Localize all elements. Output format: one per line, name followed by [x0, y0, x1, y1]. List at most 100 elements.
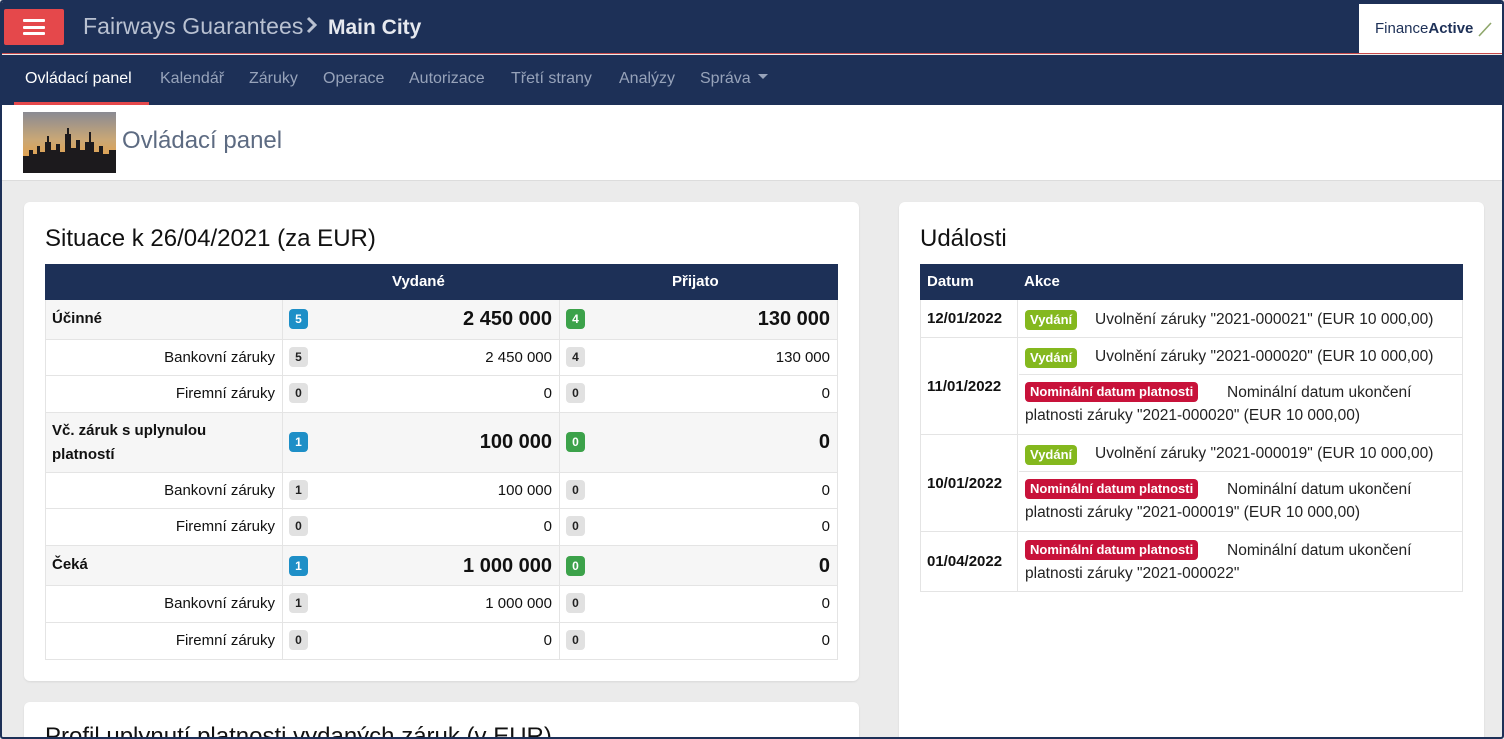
- table-row[interactable]: Účinné 5 2 450 000 4 130 000: [45, 300, 838, 340]
- count-badge: 0: [566, 630, 585, 650]
- event-text: Nominální datum ukončení: [1227, 542, 1412, 559]
- event-badge: Vydání: [1025, 310, 1078, 330]
- situation-title: Situace k 26/04/2021 (za EUR): [45, 225, 376, 252]
- chevron-right-icon: [306, 16, 318, 34]
- count-badge: 0: [289, 516, 308, 536]
- count-badge: 1: [289, 556, 308, 576]
- event-text: Uvolnění záruky "2021-000020" (EUR 10 00…: [1095, 348, 1434, 365]
- event-badge: Vydání: [1025, 445, 1078, 465]
- caret-down-icon: [757, 74, 768, 80]
- amount-value: 100 000: [497, 482, 552, 499]
- table-row[interactable]: Čeká 1 1 000 000 0 0: [45, 546, 838, 586]
- event-item[interactable]: Vydání Uvolnění záruky "2021-000019" (EU…: [1019, 435, 1462, 472]
- amount-value: 1 000 000: [463, 555, 552, 577]
- count-badge: 1: [289, 480, 308, 500]
- event-item[interactable]: Nominální datum platnosti Nominální datu…: [1019, 375, 1462, 434]
- nav-analyses[interactable]: Analýzy: [619, 70, 676, 87]
- amount-value: 100 000: [479, 431, 552, 453]
- amount-value: 0: [543, 518, 552, 535]
- table-row[interactable]: Firemní záruky 0 0 0 0: [45, 509, 838, 546]
- event-badge: Vydání: [1025, 348, 1078, 368]
- event-text-continued: platnosti záruky "2021-000019" (EUR 10 0…: [1025, 504, 1360, 521]
- event-date: 11/01/2022: [921, 338, 1018, 434]
- event-item[interactable]: Vydání Uvolnění záruky "2021-000021" (EU…: [1019, 300, 1462, 337]
- events-table-header: Datum Akce: [920, 264, 1463, 300]
- nav-guarantees[interactable]: Záruky: [249, 70, 298, 87]
- amount-value: 1 000 000: [485, 595, 552, 612]
- events-table: Datum Akce 12/01/2022 Vydání Uvolnění zá…: [920, 264, 1463, 592]
- nav-dashboard[interactable]: Ovládací panel: [25, 70, 132, 87]
- event-group: 01/04/2022 Nominální datum platnosti Nom…: [920, 532, 1463, 592]
- page-header: Ovládací panel: [2, 105, 1502, 181]
- amount-value: 0: [818, 431, 830, 453]
- amount-value: 0: [543, 632, 552, 649]
- count-badge: 0: [566, 556, 585, 576]
- profile-title: Profil uplynutí platnosti vydaných záruk…: [45, 723, 552, 739]
- table-row[interactable]: Bankovní záruky 1 1 000 000 0 0: [45, 586, 838, 623]
- nav-administration[interactable]: Správa: [700, 55, 768, 105]
- nav-calendar[interactable]: Kalendář: [160, 70, 225, 87]
- financeactive-logo: FinanceActive: [1359, 4, 1502, 53]
- event-group: 11/01/2022 Vydání Uvolnění záruky "2021-…: [920, 338, 1463, 435]
- table-row[interactable]: Firemní záruky 0 0 0 0: [45, 623, 838, 660]
- amount-value: 0: [543, 385, 552, 402]
- header-issued: Vydané: [392, 273, 445, 290]
- row-label: Čeká: [52, 556, 88, 573]
- event-text-continued: platnosti záruky "2021-000020" (EUR 10 0…: [1025, 407, 1360, 424]
- events-title: Události: [920, 225, 1007, 252]
- event-date: 01/04/2022: [921, 532, 1018, 591]
- nav-third-parties[interactable]: Třetí strany: [511, 70, 592, 87]
- row-label: Firemní záruky: [175, 385, 275, 402]
- amount-value: 2 450 000: [463, 308, 552, 330]
- event-badge: Nominální datum platnosti: [1025, 479, 1199, 499]
- row-label: Bankovní záruky: [164, 349, 275, 366]
- situation-table: Vydané Přijato Účinné 5 2 450 000 4 130 …: [45, 264, 838, 660]
- table-row[interactable]: Bankovní záruky 1 100 000 0 0: [45, 473, 838, 509]
- amount-value: 130 000: [757, 308, 830, 330]
- top-bar: Fairways Guarantees Main City FinanceAct…: [2, 2, 1502, 54]
- amount-value: 0: [821, 595, 830, 612]
- table-row[interactable]: Bankovní záruky 5 2 450 000 4 130 000: [45, 340, 838, 376]
- count-badge: 1: [289, 432, 308, 452]
- count-badge: 5: [289, 347, 308, 367]
- row-label: Firemní záruky: [175, 518, 275, 535]
- city-name[interactable]: Main City: [328, 16, 422, 39]
- count-badge: 0: [566, 593, 585, 613]
- hamburger-icon: [23, 19, 45, 35]
- count-badge: 0: [566, 516, 585, 536]
- event-text: Uvolnění záruky "2021-000019" (EUR 10 00…: [1095, 445, 1434, 462]
- table-row[interactable]: Firemní záruky 0 0 0 0: [45, 376, 838, 413]
- event-item[interactable]: Vydání Uvolnění záruky "2021-000020" (EU…: [1019, 338, 1462, 375]
- event-text: Nominální datum ukončení: [1227, 481, 1412, 498]
- hamburger-menu-button[interactable]: [4, 9, 64, 45]
- header-date: Datum: [927, 273, 974, 290]
- count-badge: 0: [566, 480, 585, 500]
- header-received: Přijato: [672, 273, 719, 290]
- row-label: Bankovní záruky: [164, 482, 275, 499]
- count-badge: 1: [289, 593, 308, 613]
- event-date: 12/01/2022: [921, 300, 1018, 337]
- situation-card: Situace k 26/04/2021 (za EUR) Vydané Při…: [24, 202, 859, 681]
- table-row[interactable]: Vč. záruk s uplynulou platností 1 100 000…: [45, 413, 838, 473]
- count-badge: 0: [566, 383, 585, 403]
- count-badge: 4: [566, 347, 585, 367]
- company-name[interactable]: Fairways Guarantees: [83, 13, 304, 39]
- amount-value: 130 000: [775, 349, 830, 366]
- event-item[interactable]: Nominální datum platnosti Nominální datu…: [1019, 472, 1462, 531]
- row-label: Bankovní záruky: [164, 595, 275, 612]
- count-badge: 0: [566, 432, 585, 452]
- count-badge: 5: [289, 309, 308, 329]
- row-label: Firemní záruky: [175, 632, 275, 649]
- events-card: Události Datum Akce 12/01/2022 Vydání Uv…: [899, 202, 1484, 737]
- event-text: Nominální datum ukončení: [1227, 384, 1412, 401]
- event-group: 10/01/2022 Vydání Uvolnění záruky "2021-…: [920, 435, 1463, 532]
- page-title: Ovládací panel: [122, 127, 283, 154]
- event-item[interactable]: Nominální datum platnosti Nominální datu…: [1019, 532, 1462, 591]
- row-label: Účinné: [52, 310, 103, 327]
- nav-active-indicator: [14, 102, 149, 105]
- row-label: Vč. záruk s uplynulou platností: [52, 422, 207, 463]
- nav-operations[interactable]: Operace: [323, 70, 385, 87]
- amount-value: 0: [821, 482, 830, 499]
- nav-authorization[interactable]: Autorizace: [409, 70, 485, 87]
